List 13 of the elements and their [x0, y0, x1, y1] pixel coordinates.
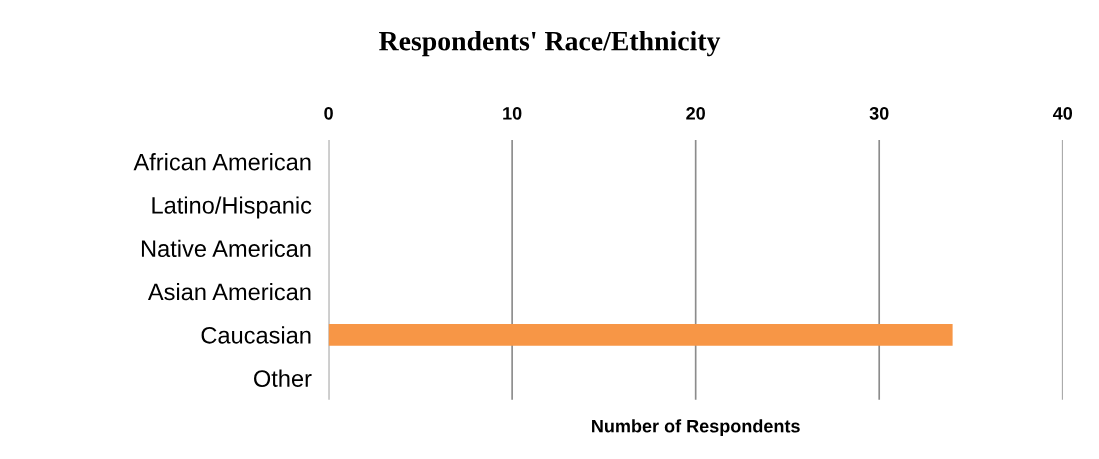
y-tick-label: Latino/Hispanic [152, 196, 312, 219]
x-tick-label: 0 [324, 106, 333, 120]
chart-title: Respondents' Race/Ethnicity [379, 30, 721, 57]
y-tick-label: Other [254, 369, 312, 387]
x-tick-label: 10 [503, 106, 522, 120]
x-tick-label: 40 [1052, 106, 1073, 120]
y-tick-label: Caucasian [201, 326, 311, 344]
x-axis-title: Number of Respondents [592, 419, 800, 437]
x-tick-label: 20 [686, 106, 705, 120]
y-tick-label: African American [133, 153, 311, 171]
x-tick-label: 30 [869, 106, 889, 120]
y-tick-label: Asian American [147, 282, 311, 301]
y-tick-label: Native American [141, 239, 311, 258]
